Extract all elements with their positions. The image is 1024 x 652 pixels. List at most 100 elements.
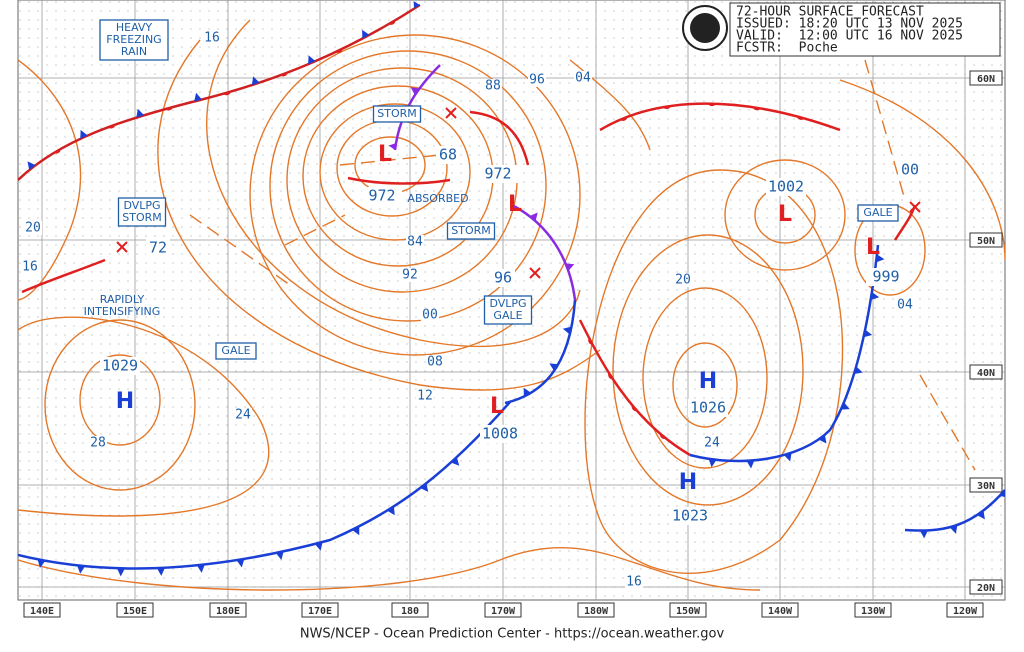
forecast-pressure: 68	[439, 146, 457, 164]
front-triangle	[308, 55, 316, 65]
lon-label: 170W	[491, 606, 516, 617]
lon-label: 180W	[584, 606, 609, 617]
isobar-label: 96	[529, 73, 545, 88]
isobar-label-bg	[234, 408, 252, 422]
front-triangle	[977, 510, 985, 520]
isobar-label-bg	[203, 31, 221, 45]
map-shape	[839, 79, 1005, 261]
center-pressure: 1029	[102, 357, 138, 375]
header-issued: ISSUED: 18:20 UTC 13 NOV 2025	[736, 17, 963, 32]
position-markers	[116, 107, 921, 279]
map-shape	[339, 154, 441, 166]
center-pressure: 1008	[482, 425, 518, 443]
front-triangle	[565, 263, 575, 271]
lat-label: 20N	[977, 583, 995, 594]
pressure-bg	[766, 178, 806, 196]
isobar-label-bg	[896, 298, 914, 312]
front-triangle	[863, 329, 873, 338]
front-semicircle	[631, 405, 638, 412]
isobar-label: 08	[427, 355, 443, 370]
front-semicircle	[53, 148, 61, 154]
map-shape	[864, 59, 906, 201]
lon-label: 140E	[30, 606, 54, 617]
isobar-label: 04	[897, 298, 913, 313]
lon-label-box	[854, 602, 892, 618]
isobar-label: 24	[704, 436, 720, 451]
isobar-label: 20	[675, 273, 691, 288]
front-triangle	[194, 92, 202, 102]
map-shape	[18, 59, 82, 301]
warning-text: HEAVY	[116, 21, 153, 34]
front	[599, 102, 841, 132]
map-shape	[529, 267, 541, 279]
front-semicircle	[335, 48, 343, 53]
isobar-label: 92	[402, 268, 418, 283]
warning-text: STORM	[451, 224, 491, 237]
front-triangle	[876, 254, 885, 263]
warning-box	[117, 197, 167, 227]
warning-text: RAIN	[121, 45, 147, 58]
pressure-bg	[362, 187, 402, 205]
center-symbol: H	[116, 389, 134, 414]
lon-label: 150W	[676, 606, 701, 617]
center-pressure: 1002	[768, 178, 804, 196]
lat-label-box	[969, 579, 1003, 595]
front-triangle	[136, 108, 145, 118]
isobar-label: 84	[407, 235, 423, 250]
header-title: 72-HOUR SURFACE FORECAST	[736, 5, 924, 20]
pressure-bg	[480, 425, 520, 443]
lon-label-box	[946, 602, 984, 618]
map-shape	[21, 258, 106, 294]
isobar-label: 00	[422, 308, 438, 323]
front-triangle	[352, 526, 360, 536]
center-pressure: 972	[368, 187, 395, 205]
lon-label: 150E	[123, 606, 147, 617]
front-triangle	[708, 458, 717, 468]
front-triangle	[236, 558, 245, 568]
lat-label-box	[969, 477, 1003, 493]
front-triangle	[529, 212, 538, 222]
center-symbol: H	[699, 369, 717, 394]
isobar-label: 16	[204, 31, 220, 46]
front-semicircle	[388, 20, 396, 25]
front-triangle	[388, 143, 397, 150]
lat-label: 50N	[977, 236, 995, 247]
pressure-bg	[100, 357, 140, 375]
isobar-label-bg	[406, 235, 424, 249]
front-semicircle	[608, 372, 614, 380]
warning-text: FREEZING	[106, 33, 161, 46]
front-triangle	[746, 460, 755, 469]
front-triangle	[919, 530, 928, 539]
center-symbol: L	[866, 235, 880, 260]
front-triangle	[156, 567, 165, 576]
lat-label: 40N	[977, 368, 995, 379]
warning-text: GALE	[493, 309, 522, 322]
warning-box	[483, 295, 533, 325]
isobar-label-bg	[89, 436, 107, 450]
warning-box	[215, 342, 257, 360]
isobar-label: 04	[575, 71, 591, 86]
map-shape	[157, 39, 601, 391]
map-shape	[206, 19, 581, 348]
front	[18, 401, 511, 570]
lon-label: 180	[401, 606, 419, 617]
note-text: RAPIDLY	[100, 293, 145, 306]
center-pressure: 972	[484, 165, 511, 183]
front-triangle	[870, 292, 880, 300]
map-shape	[612, 234, 804, 506]
isobar-label: 20	[25, 221, 41, 236]
map-shape	[584, 169, 844, 574]
map-shape	[249, 34, 581, 356]
front-triangle	[275, 551, 284, 560]
front-triangle	[523, 387, 531, 397]
header-box	[729, 2, 1001, 57]
isobar-label-bg	[426, 355, 444, 369]
front-triangle	[562, 326, 572, 335]
front-semicircle	[107, 124, 116, 129]
lat-label-box	[969, 232, 1003, 248]
isobar-label: 16	[22, 260, 38, 275]
footer-credit: NWS/NCEP - Ocean Prediction Center - htt…	[300, 627, 725, 642]
front	[393, 64, 577, 301]
warning-text: GALE	[863, 206, 892, 219]
